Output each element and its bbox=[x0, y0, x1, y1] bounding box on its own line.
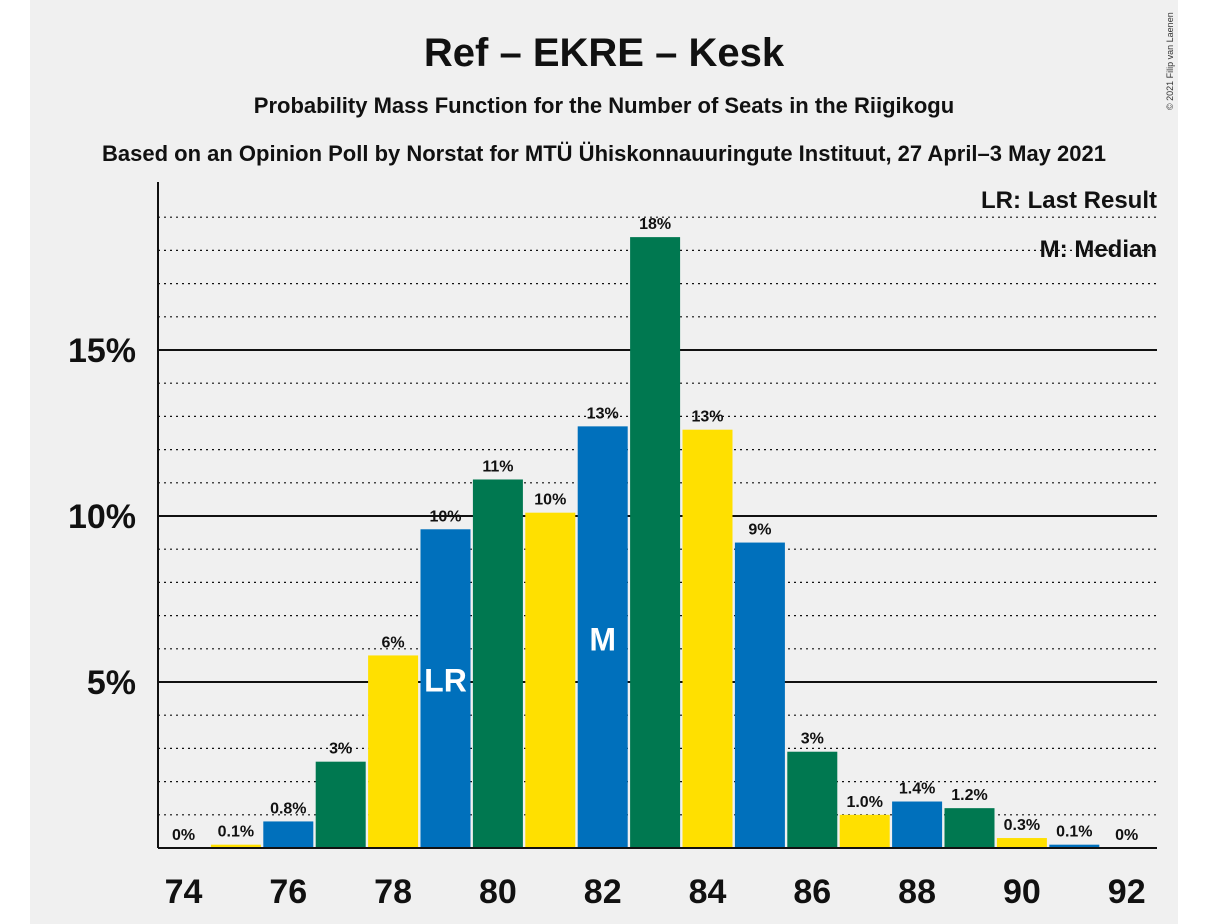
data-label-74: 0% bbox=[172, 827, 195, 844]
data-label-87: 1.0% bbox=[846, 794, 882, 811]
bar-85 bbox=[734, 542, 785, 848]
bar-90 bbox=[996, 838, 1047, 848]
last-result-marker: LR bbox=[424, 662, 467, 698]
bar-78 bbox=[368, 655, 419, 848]
data-label-83: 18% bbox=[639, 216, 671, 233]
x-tick-label-82: 82 bbox=[584, 873, 622, 911]
chart-source: Based on an Opinion Poll by Norstat for … bbox=[102, 141, 1106, 166]
x-tick-label-74: 74 bbox=[165, 873, 203, 911]
y-tick-label-10: 10% bbox=[68, 498, 136, 536]
legend-median: M: Median bbox=[1040, 236, 1157, 263]
y-tick-label-5: 5% bbox=[87, 664, 136, 702]
x-tick-label-86: 86 bbox=[793, 873, 831, 911]
bar-83 bbox=[630, 237, 681, 848]
chart-title: Ref – EKRE – Kesk bbox=[424, 31, 785, 75]
data-label-78: 6% bbox=[382, 634, 405, 651]
data-label-79: 10% bbox=[429, 508, 461, 525]
data-label-82: 13% bbox=[587, 405, 619, 422]
axes: 5% 10% 15% 74 76 78 80 82 84 86 88 90 92 bbox=[68, 182, 1157, 911]
bar-75 bbox=[210, 844, 261, 848]
x-tick-label-90: 90 bbox=[1003, 873, 1041, 911]
data-label-81: 10% bbox=[534, 492, 566, 509]
bar-80 bbox=[472, 479, 523, 848]
data-label-86: 3% bbox=[801, 731, 824, 748]
data-label-77: 3% bbox=[329, 741, 352, 758]
median-marker: M bbox=[589, 621, 616, 657]
data-label-84: 13% bbox=[691, 409, 723, 426]
data-label-92: 0% bbox=[1115, 827, 1138, 844]
bar-86 bbox=[787, 751, 838, 848]
data-label-89: 1.2% bbox=[951, 787, 987, 804]
data-label-75: 0.1% bbox=[218, 824, 254, 841]
copyright-note: © 2021 Filip van Laenen bbox=[1165, 12, 1175, 110]
x-tick-label-84: 84 bbox=[689, 873, 727, 911]
x-tick-label-78: 78 bbox=[374, 873, 412, 911]
bar-84 bbox=[682, 429, 733, 848]
bar-87 bbox=[839, 814, 890, 848]
bar-79 bbox=[420, 529, 471, 848]
chart-subtitle: Probability Mass Function for the Number… bbox=[254, 93, 954, 118]
x-tick-label-80: 80 bbox=[479, 873, 517, 911]
bar-88 bbox=[892, 801, 943, 848]
data-label-80: 11% bbox=[482, 458, 513, 475]
bar-82 bbox=[577, 426, 628, 848]
bar-89 bbox=[944, 808, 995, 848]
bars: 0% 0.1% 0.8% 3% 6% 10% 11% 10% 13% 18% 13% 9% 3% 1.0%… bbox=[172, 216, 1138, 848]
y-tick-label-15: 15% bbox=[68, 332, 136, 370]
data-label-90: 0.3% bbox=[1004, 817, 1040, 834]
bar-76 bbox=[263, 821, 314, 848]
bar-91 bbox=[1049, 844, 1100, 848]
data-label-76: 0.8% bbox=[270, 800, 306, 817]
data-label-91: 0.1% bbox=[1056, 824, 1092, 841]
data-label-88: 1.4% bbox=[899, 781, 935, 798]
x-tick-label-92: 92 bbox=[1108, 873, 1146, 911]
legend-last-result: LR: Last Result bbox=[981, 187, 1157, 214]
x-tick-label-88: 88 bbox=[898, 873, 936, 911]
data-label-85: 9% bbox=[748, 522, 771, 539]
bar-77 bbox=[315, 761, 366, 848]
x-tick-label-76: 76 bbox=[269, 873, 307, 911]
bar-81 bbox=[525, 512, 576, 848]
